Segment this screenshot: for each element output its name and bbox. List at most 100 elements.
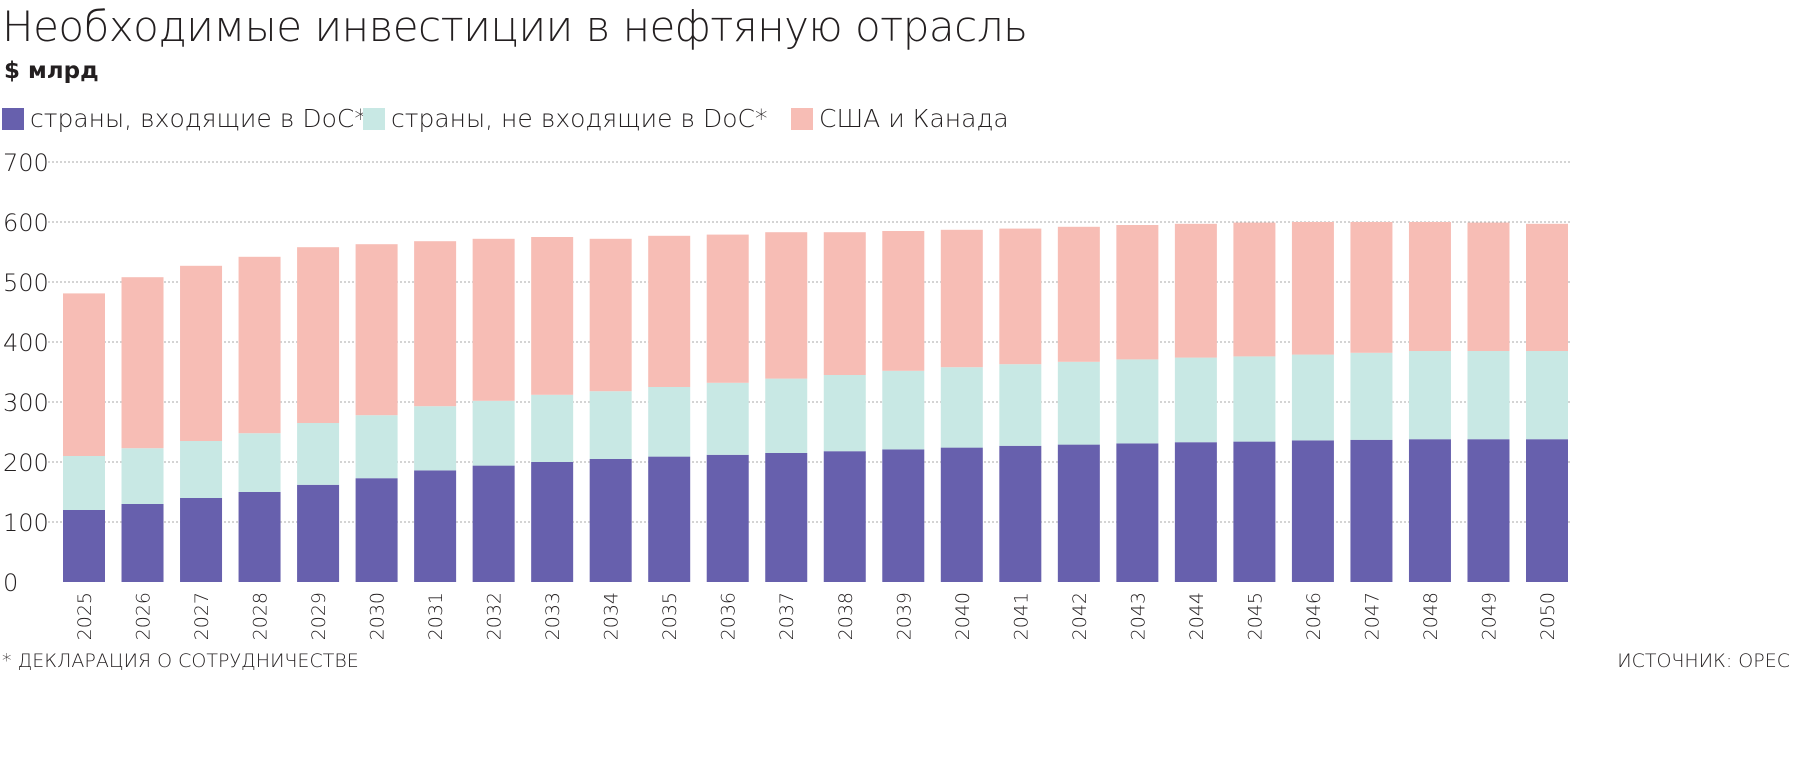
x-tick-label: 2042 xyxy=(1069,592,1091,640)
bar-segment-non-doc xyxy=(531,394,574,462)
bar-segment-doc xyxy=(940,447,983,582)
bar-segment-us-canada xyxy=(1057,226,1100,362)
bar-segment-us-canada xyxy=(882,231,925,371)
x-tick-label: 2046 xyxy=(1303,592,1325,640)
x-tick-label: 2047 xyxy=(1361,592,1383,640)
bar-segment-doc xyxy=(765,453,808,582)
bar-segment-us-canada xyxy=(63,293,105,456)
x-tick-label: 2026 xyxy=(133,592,155,640)
x-tick-label: 2025 xyxy=(74,592,96,640)
bar-segment-non-doc xyxy=(999,364,1042,446)
bar-segment-non-doc xyxy=(706,382,749,455)
bar-segment-doc xyxy=(1526,439,1568,582)
bar-segment-doc xyxy=(1116,443,1159,582)
x-tick-label: 2043 xyxy=(1127,592,1149,640)
x-tick-label: 2045 xyxy=(1244,592,1266,640)
x-tick-label: 2035 xyxy=(659,592,681,640)
bar-segment-doc xyxy=(648,456,691,582)
bar-segment-us-canada xyxy=(1291,222,1334,355)
bar-segment-non-doc xyxy=(1233,356,1276,442)
legend-label: США и Канада xyxy=(819,104,1009,133)
bar-segment-us-canada xyxy=(940,229,983,368)
bar-segment-non-doc xyxy=(648,387,691,457)
bar-segment-doc xyxy=(180,498,223,582)
bar-segment-doc xyxy=(1057,444,1100,582)
bar-segment-us-canada xyxy=(180,265,223,441)
y-tick-label: 300 xyxy=(3,389,49,417)
bar-segment-non-doc xyxy=(63,456,105,510)
x-tick-label: 2050 xyxy=(1537,592,1559,640)
bar-segment-non-doc xyxy=(180,441,223,498)
y-tick-label: 600 xyxy=(3,209,49,237)
bar-segment-doc xyxy=(238,492,281,582)
y-tick-label: 0 xyxy=(3,569,18,597)
bar-segment-us-canada xyxy=(589,238,632,392)
bar-segment-doc xyxy=(1467,439,1510,582)
bar-segment-non-doc xyxy=(940,367,983,448)
legend-item-doc: страны, входящие в DoC* xyxy=(2,104,367,133)
bar-segment-non-doc xyxy=(882,370,925,450)
bar-segment-non-doc xyxy=(1526,351,1568,440)
x-tick-label: 2041 xyxy=(1010,592,1032,640)
x-tick-label: 2027 xyxy=(191,592,213,640)
bar-segment-non-doc xyxy=(589,391,632,459)
bar-segment-non-doc xyxy=(1408,351,1451,440)
y-tick-label: 100 xyxy=(3,509,49,537)
bar-segment-doc xyxy=(823,451,866,582)
bar-segment-non-doc xyxy=(121,448,164,504)
x-tick-label: 2039 xyxy=(893,592,915,640)
bar-segment-us-canada xyxy=(121,277,164,449)
x-tick-label: 2048 xyxy=(1420,592,1442,640)
bar-segment-us-canada xyxy=(414,241,457,407)
bar-segment-non-doc xyxy=(1291,354,1334,441)
legend-swatch xyxy=(363,107,385,130)
x-tick-label: 2038 xyxy=(835,592,857,640)
legend-swatch xyxy=(791,107,813,130)
bar-segment-non-doc xyxy=(414,406,457,471)
x-tick-label: 2033 xyxy=(542,592,564,640)
bar-segment-doc xyxy=(882,449,925,582)
bar-segment-doc xyxy=(999,445,1042,582)
bar-segment-us-canada xyxy=(1350,222,1393,353)
bar-segment-doc xyxy=(706,454,749,582)
x-tick-label: 2040 xyxy=(952,592,974,640)
bar-segment-non-doc xyxy=(238,433,281,492)
x-tick-label: 2036 xyxy=(718,592,740,640)
legend-label: страны, входящие в DoC* xyxy=(30,104,367,133)
bar-segment-us-canada xyxy=(823,232,866,375)
bar-segment-non-doc xyxy=(1174,357,1217,443)
bar-segment-us-canada xyxy=(1174,223,1217,358)
bar-segment-us-canada xyxy=(1116,225,1159,360)
bar-segment-non-doc xyxy=(1057,361,1100,445)
bar-segment-us-canada xyxy=(1408,222,1451,351)
y-tick-label: 400 xyxy=(3,329,49,357)
legend-swatch xyxy=(2,107,24,130)
x-tick-label: 2037 xyxy=(776,592,798,640)
bar-segment-non-doc xyxy=(823,375,866,452)
bar-segment-non-doc xyxy=(355,415,398,479)
bar-segment-us-canada xyxy=(355,244,398,416)
legend-item-non-doc: страны, не входящие в DoC* xyxy=(363,104,768,133)
bar-segment-us-canada xyxy=(999,228,1042,365)
bar-segment-us-canada xyxy=(706,234,749,383)
bar-segment-non-doc xyxy=(1467,351,1510,440)
bar-segment-us-canada xyxy=(297,247,340,423)
bar-segment-doc xyxy=(1350,439,1393,582)
bar-segment-doc xyxy=(414,470,457,582)
bar-segment-doc xyxy=(1233,441,1276,582)
bar-segment-doc xyxy=(297,484,340,582)
x-tick-label: 2034 xyxy=(601,592,623,640)
x-tick-label: 2031 xyxy=(425,592,447,640)
footnote: * ДЕКЛАРАЦИЯ О СОТРУДНИЧЕСТВЕ xyxy=(2,650,359,672)
y-tick-label: 700 xyxy=(3,149,49,177)
unit-label: $ млрд xyxy=(4,58,99,84)
legend-label: страны, не входящие в DoC* xyxy=(391,104,768,133)
bar-segment-non-doc xyxy=(765,378,808,453)
chart-title: Необходимые инвестиции в нефтяную отрасл… xyxy=(2,2,1028,51)
bar-segment-doc xyxy=(355,478,398,582)
bar-segment-us-canada xyxy=(1526,223,1568,351)
x-tick-label: 2029 xyxy=(308,592,330,640)
legend-item-us-canada: США и Канада xyxy=(791,104,1009,133)
bar-segment-doc xyxy=(63,510,105,582)
bar-segment-non-doc xyxy=(1116,359,1159,444)
